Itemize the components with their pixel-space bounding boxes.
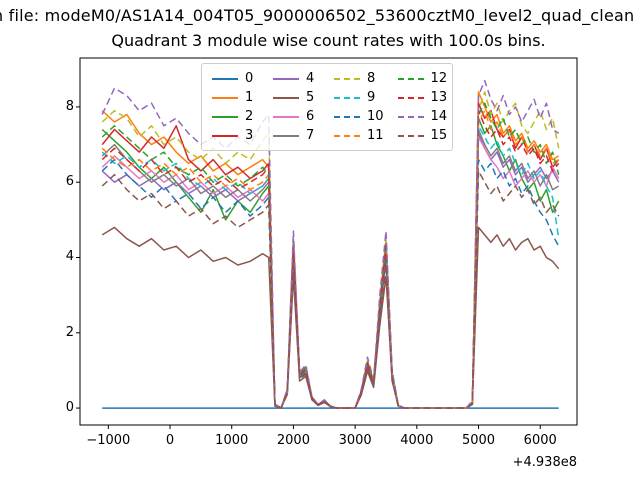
legend-label: 1 — [245, 90, 254, 105]
legend-label: 7 — [306, 128, 315, 143]
legend-line-sample — [273, 96, 299, 99]
legend-item-10: 10 — [334, 107, 384, 126]
y-tick-label: 4 — [65, 249, 74, 265]
legend-line-sample — [334, 115, 360, 118]
legend-line-sample — [334, 77, 360, 80]
series-line-10 — [101, 158, 560, 409]
legend-item-8: 8 — [334, 69, 384, 88]
legend-line-sample — [212, 134, 238, 137]
legend-item-13: 13 — [397, 88, 448, 107]
legend-label: 0 — [245, 71, 254, 86]
plot-spines — [79, 57, 578, 426]
legend-line-sample — [273, 134, 299, 137]
legend-line-sample — [212, 96, 238, 99]
x-tick-label: 2000 — [276, 433, 310, 448]
series-line-9 — [101, 125, 560, 409]
legend-line-sample — [273, 115, 299, 118]
legend-line-sample — [397, 134, 424, 137]
figure-suptitle: n file: modeM0/AS1A14_004T05_9000006502_… — [0, 6, 635, 25]
y-tick-label: 6 — [65, 174, 74, 190]
legend-label: 10 — [367, 109, 384, 124]
legend-line-sample — [397, 77, 424, 80]
legend-line-sample — [212, 115, 238, 118]
series-line-15 — [101, 170, 560, 409]
x-axis-offset-label: +4.938e8 — [512, 455, 577, 470]
legend-label: 6 — [306, 109, 315, 124]
legend-line-sample — [273, 77, 299, 80]
legend-label: 15 — [430, 128, 448, 143]
series-line-2 — [101, 117, 560, 409]
legend-label: 13 — [430, 90, 448, 105]
legend-label: 12 — [430, 71, 448, 86]
legend-item-1: 1 — [212, 88, 259, 107]
legend-item-9: 9 — [334, 88, 384, 107]
legend-line-sample — [397, 96, 424, 99]
legend-item-6: 6 — [273, 107, 320, 126]
legend-item-7: 7 — [273, 126, 320, 145]
legend-item-11: 11 — [334, 126, 384, 145]
legend: 0 1 2 3 4 5 6 7 8 9 10 11 12 13 14 15 — [201, 63, 453, 151]
x-tick-label: 5000 — [461, 433, 496, 448]
legend-item-0: 0 — [212, 69, 259, 88]
legend-label: 9 — [367, 90, 376, 105]
legend-label: 4 — [306, 71, 315, 86]
series-line-6 — [101, 136, 560, 409]
legend-line-sample — [334, 134, 360, 137]
x-tick-label: 1000 — [215, 433, 249, 448]
legend-item-14: 14 — [397, 107, 448, 126]
legend-item-15: 15 — [397, 126, 448, 145]
legend-label: 11 — [367, 128, 384, 143]
series-line-5 — [101, 226, 560, 409]
legend-item-4: 4 — [273, 69, 320, 88]
x-tick-label: −1000 — [86, 433, 131, 448]
x-tick-label: 4000 — [400, 433, 434, 448]
y-tick-label: 2 — [65, 324, 74, 340]
legend-item-3: 3 — [212, 126, 259, 145]
legend-line-sample — [212, 77, 238, 80]
y-tick-label: 0 — [65, 400, 74, 416]
legend-label: 2 — [245, 109, 254, 124]
legend-line-sample — [397, 115, 424, 118]
legend-label: 5 — [306, 90, 315, 105]
x-tick-label: 3000 — [338, 433, 372, 448]
x-tick-label: 6000 — [523, 433, 557, 448]
legend-label: 14 — [430, 109, 448, 124]
legend-label: 3 — [245, 128, 254, 143]
legend-label: 8 — [367, 71, 376, 86]
legend-item-2: 2 — [212, 107, 259, 126]
chart-title: Quadrant 3 module wise count rates with … — [111, 31, 546, 50]
y-tick-label: 8 — [65, 98, 74, 114]
legend-item-5: 5 — [273, 88, 320, 107]
x-tick-label: 0 — [165, 433, 175, 448]
legend-item-12: 12 — [397, 69, 448, 88]
legend-line-sample — [334, 96, 360, 99]
